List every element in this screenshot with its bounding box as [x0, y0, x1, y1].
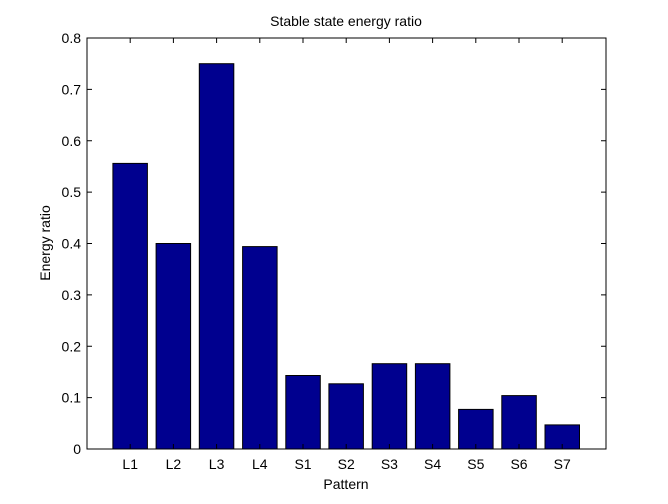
x-tick-label-L4: L4 [252, 456, 268, 472]
x-tick-label-S5: S5 [467, 456, 484, 472]
y-axis: 0 0.1 0.2 0.3 0.4 0.5 0.6 0.7 0.8 [62, 30, 606, 457]
bar-S4 [414, 363, 451, 450]
y-tick-label: 0.5 [62, 184, 82, 200]
x-tick-label-S3: S3 [381, 456, 398, 472]
x-tick-label-S1: S1 [294, 456, 311, 472]
x-axis: L1 L2 L3 L4 S1 S2 S3 S4 S5 S6 S7 [122, 38, 571, 472]
x-tick-label-L1: L1 [122, 456, 138, 472]
y-tick-label: 0.3 [62, 287, 82, 303]
bar-L4 [242, 246, 278, 450]
chart-title: Stable state energy ratio [270, 13, 422, 29]
x-tick-label-L2: L2 [166, 456, 182, 472]
bar-S2 [328, 383, 364, 450]
x-tick-label-S7: S7 [554, 456, 571, 472]
y-axis-label: Energy ratio [37, 205, 53, 281]
y-tick-label: 0.2 [62, 338, 82, 354]
x-tick-label-S2: S2 [338, 456, 355, 472]
x-axis-label: Pattern [323, 476, 368, 492]
x-tick-label-L3: L3 [209, 456, 225, 472]
y-tick-label: 0.8 [62, 30, 82, 46]
bars-group [112, 63, 580, 450]
y-tick-label: 0.6 [62, 133, 82, 149]
x-tick-label-S4: S4 [424, 456, 441, 472]
bar-S3 [371, 363, 408, 450]
bar-S6 [501, 395, 537, 450]
bar-S5 [458, 408, 494, 450]
bar-L2 [155, 243, 192, 450]
bar-L1 [112, 162, 148, 450]
y-tick-label: 0 [73, 441, 81, 457]
y-tick-label: 0.1 [62, 390, 82, 406]
y-tick-label: 0.4 [62, 236, 82, 252]
bar-S1 [285, 375, 321, 450]
y-tick-label: 0.7 [62, 81, 82, 97]
x-tick-label-S6: S6 [510, 456, 527, 472]
bar-L3 [198, 63, 235, 450]
